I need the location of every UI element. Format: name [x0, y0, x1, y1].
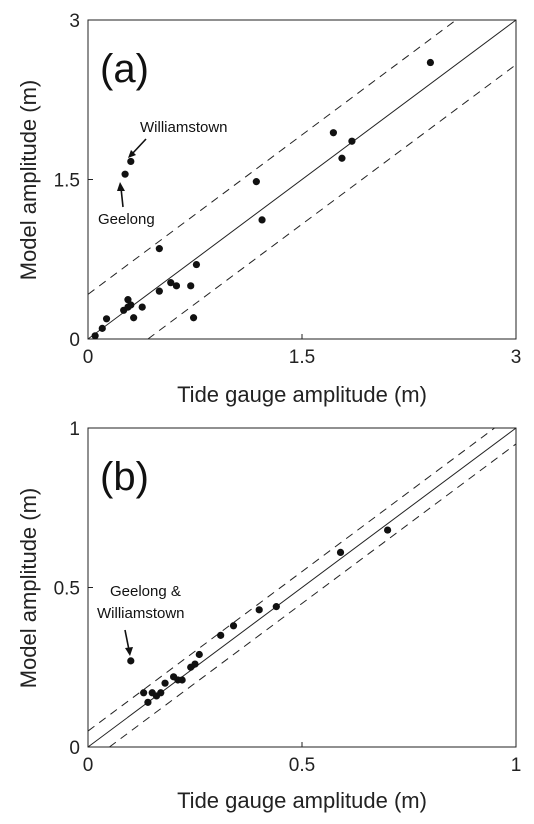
arrow-geelong-williamstown	[124, 629, 130, 651]
panel-a-data-point	[258, 216, 266, 224]
annotation-geelong-and: Geelong &	[110, 583, 181, 600]
panel-b-y-tick-label: 1	[69, 419, 80, 440]
panel-b-y-tick-label: 0	[69, 738, 80, 759]
arrowhead-geelong-williamstown	[125, 647, 133, 656]
panel-a-xlabel: Tide gauge amplitude (m)	[177, 382, 427, 407]
panel-a-ticks: 0 1.5 3 0 1.5 3	[54, 11, 522, 368]
panel-b-data-point	[157, 689, 165, 697]
panel-b-label: (b)	[100, 455, 149, 499]
panel-a-data-point	[187, 282, 195, 290]
panel-a-data-point	[329, 129, 337, 137]
panel-b-data-point	[336, 548, 345, 557]
panel-a-band-line-lower	[147, 64, 517, 340]
annotation-geelong: Geelong	[98, 211, 155, 228]
panel-a-data-point	[167, 279, 175, 287]
panel-a-data-point	[127, 301, 135, 309]
panel-a-data-point	[192, 260, 201, 269]
panel-a-label: (a)	[100, 47, 149, 91]
panel-a-data-point	[338, 154, 346, 162]
panel-a-x-tick-label: 1.5	[289, 347, 315, 368]
arrow-williamstown	[131, 138, 147, 155]
arrowhead-geelong	[117, 182, 125, 191]
arrow-geelong	[120, 187, 124, 208]
panel-b-data-point	[195, 650, 203, 659]
arrowhead-williamstown	[128, 150, 136, 158]
panel-a-ylabel: Model amplitude (m)	[16, 80, 41, 281]
panel-b-y-tick-label: 0.5	[54, 579, 80, 600]
panel-a-data-point	[172, 282, 181, 290]
annotation-williamstown-b: Williamstown	[97, 605, 185, 622]
panel-a-data-point	[98, 324, 106, 332]
panel-b-data-point	[384, 526, 392, 534]
panel-a-lines	[87, 19, 517, 340]
panel-b-points	[127, 526, 392, 706]
panel-a-data-point	[189, 314, 198, 322]
panel-a-data-point	[348, 137, 356, 145]
panel-b-data-point	[272, 603, 280, 611]
panel-b-x-tick-label: 0	[83, 755, 94, 776]
panel-a-data-point	[426, 58, 434, 67]
panel-a-data-point	[127, 157, 135, 166]
panel-a-y-tick-label: 3	[69, 11, 80, 32]
panel-b-ylabel: Model amplitude (m)	[16, 488, 41, 689]
panel-b-x-tick-label: 1	[511, 755, 522, 776]
panel-a-y-tick-label: 0	[69, 330, 80, 351]
panel-a-data-point	[130, 314, 138, 322]
panel-b: 0 0.5 100.51 (b) Tide gauge amplitude (m) …	[16, 419, 521, 813]
panel-a-data-point	[91, 332, 99, 340]
panel-b-band-line-lower	[109, 443, 517, 748]
panel-a-data-point	[121, 170, 129, 178]
panel-b-ticks: 0 0.5 1 0 0.5 1	[54, 419, 522, 776]
panel-a-data-point	[138, 303, 146, 311]
panel-b-data-point	[217, 631, 225, 639]
panel-a-points	[91, 58, 434, 340]
panel-b-data-point	[144, 698, 152, 706]
annotation-williamstown: Williamstown	[140, 119, 228, 136]
panel-b-data-point	[178, 676, 186, 684]
panel-a-data-point	[124, 296, 132, 304]
panel-b-data-point	[255, 606, 263, 614]
panel-a: 0 1.5 301.53 (a) Tide gauge amplitude (m) …	[16, 11, 521, 407]
panel-a-data-point	[155, 245, 163, 253]
panel-a-data-point	[102, 315, 111, 323]
panel-a-one-to-one-line	[87, 19, 517, 340]
panel-b-data-point	[191, 660, 199, 668]
panel-b-x-tick-label: 0.5	[289, 755, 315, 776]
panel-b-band-line-upper	[87, 427, 495, 732]
panel-b-data-point	[161, 679, 169, 687]
panel-a-data-point	[252, 178, 260, 186]
panel-a-data-point	[155, 287, 163, 295]
panel-a-band-line-upper	[87, 19, 457, 295]
panel-b-xlabel: Tide gauge amplitude (m)	[177, 788, 427, 813]
panel-b-data-point	[127, 657, 135, 665]
panel-b-data-point	[140, 689, 148, 697]
panel-a-x-tick-label: 0	[83, 347, 94, 368]
panel-b-data-point	[229, 622, 238, 630]
panel-a-y-tick-label: 1.5	[54, 171, 80, 192]
panel-a-x-tick-label: 3	[511, 347, 522, 368]
